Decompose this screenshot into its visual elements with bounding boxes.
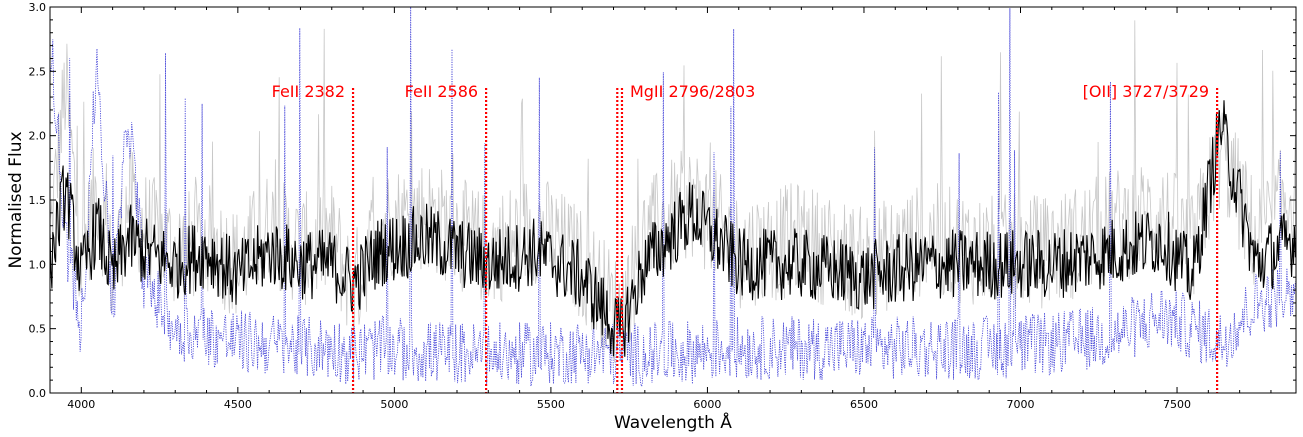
x-tick-label: 4000 xyxy=(67,398,95,411)
series-line-raw xyxy=(50,20,1296,363)
x-tick-label: 6500 xyxy=(850,398,878,411)
x-axis-ticks: 4000 4500 5000 5500 6000 6500 7000 7500 xyxy=(49,7,1272,411)
line-label: FeII 2382 xyxy=(272,82,345,101)
line-label: MgII 2796/2803 xyxy=(630,82,755,101)
x-tick-label: 5000 xyxy=(380,398,408,411)
series-layer xyxy=(50,7,1296,388)
y-tick-label: 2.0 xyxy=(29,130,47,143)
series-line-error xyxy=(50,7,1296,388)
y-axis-title: Normalised Flux xyxy=(6,131,26,268)
line-label: [OII] 3727/3729 xyxy=(1083,82,1209,101)
line-label: FeII 2586 xyxy=(405,82,478,101)
y-tick-label: 3.0 xyxy=(29,1,47,14)
y-tick-label: 0.5 xyxy=(29,323,47,336)
x-tick-label: 5500 xyxy=(537,398,565,411)
x-tick-label: 4500 xyxy=(224,398,252,411)
y-tick-label: 1.5 xyxy=(29,194,47,207)
y-tick-label: 0.0 xyxy=(29,387,47,400)
x-tick-label: 7000 xyxy=(1007,398,1035,411)
x-tick-label: 7500 xyxy=(1163,398,1191,411)
series-line-smoothed xyxy=(50,100,1296,357)
y-tick-label: 2.5 xyxy=(29,65,47,78)
annotation-layer: FeII 2382 FeII 2586 MgII 2796/2803 [OII] 37… xyxy=(272,82,1219,393)
x-axis-title: Wavelength Å xyxy=(614,411,732,433)
y-tick-label: 1.0 xyxy=(29,258,47,271)
x-tick-label: 6000 xyxy=(693,398,721,411)
y-axis-ticks: 0.0 0.5 1.0 1.5 2.0 2.5 3.0 xyxy=(29,1,1296,400)
